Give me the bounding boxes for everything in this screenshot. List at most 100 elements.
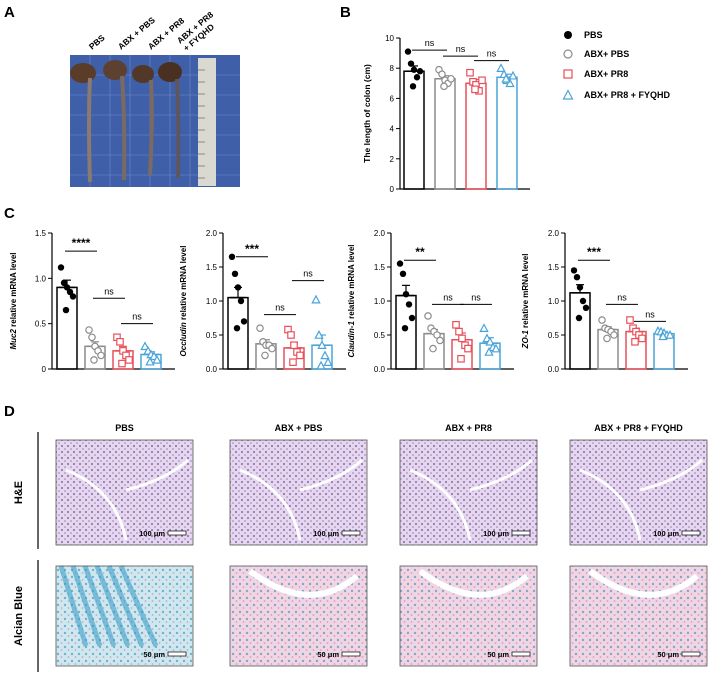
data-point <box>66 288 74 296</box>
significance-label: ns <box>425 38 435 48</box>
panel-letter-b: B <box>340 4 351 21</box>
micrograph: 100 μm <box>399 439 538 546</box>
data-point <box>407 60 415 67</box>
y-tick-label: 4 <box>390 125 395 134</box>
data-point <box>314 330 324 339</box>
y-axis-label-unit: relative mRNA level <box>179 246 188 323</box>
y-axis-label-unit: relative mRNA level <box>347 244 356 321</box>
y-axis-label: Occludin relative mRNA level <box>179 246 188 357</box>
significance-label: ns <box>303 269 313 279</box>
goblet-band <box>106 565 145 647</box>
data-point <box>598 316 606 324</box>
data-point <box>579 297 587 305</box>
panel-letter-c: C <box>4 205 15 222</box>
legend-label: ABX+ PR8 + FYQHD <box>584 90 671 100</box>
bar <box>434 78 456 190</box>
panel-letter-a: A <box>4 4 15 21</box>
y-tick-label: 0.0 <box>374 365 386 374</box>
data-point <box>290 341 298 350</box>
y-axis-label-unit: relative mRNA level <box>521 254 530 331</box>
y-axis-label: Claudin-1 relative mRNA level <box>347 244 356 357</box>
data-point <box>287 331 295 339</box>
y-tick-label: 0.5 <box>548 331 560 340</box>
significance-label: *** <box>245 242 259 256</box>
y-tick-label: 0.0 <box>206 365 218 374</box>
y-tick-label: 0 <box>390 185 395 194</box>
data-point <box>458 334 466 343</box>
data-point <box>237 297 245 305</box>
micrograph: 100 μm <box>569 439 708 546</box>
y-tick-label: 1.5 <box>35 229 47 238</box>
significance-label: ns <box>471 292 481 302</box>
data-point <box>396 260 404 267</box>
legend: PBS ABX+ PBS ABX+ PR8 ABX+ PR8 + FYQHD <box>562 30 671 100</box>
data-point <box>116 338 124 346</box>
data-point <box>69 293 77 300</box>
data-point <box>416 68 424 75</box>
column-title: ABX + PBS <box>275 423 323 433</box>
scale-bar-label: 100 μm <box>313 529 339 538</box>
row-label: Alcian Blue <box>13 586 25 646</box>
data-point <box>562 89 574 100</box>
chart-c4: 0.0 0.5 1.0 1.5 2.0 ZO-1 relative mRNA level *… <box>521 229 688 374</box>
goblet-band <box>118 564 159 648</box>
micrograph: 100 μm <box>229 439 368 546</box>
micrograph-frame <box>55 439 194 546</box>
y-axis-label-unit: relative mRNA level <box>9 252 18 329</box>
data-point <box>610 331 618 339</box>
data-point <box>491 343 501 353</box>
data-point <box>452 321 460 329</box>
data-point <box>228 253 236 260</box>
data-point <box>436 336 444 345</box>
micrograph: 50 μm <box>55 564 194 667</box>
data-point <box>323 357 333 366</box>
data-point <box>88 333 96 342</box>
significance-label: ns <box>443 292 453 302</box>
column-label-line: PBS <box>87 32 107 51</box>
data-point <box>471 85 479 94</box>
significance-label: ns <box>456 44 466 54</box>
significance-label: ns <box>104 286 114 296</box>
data-point <box>311 294 321 304</box>
y-tick-label: 6 <box>390 94 395 103</box>
y-axis-label-gene: Occludin <box>179 322 188 356</box>
data-point <box>62 306 70 314</box>
y-tick-label: 0.5 <box>374 331 386 340</box>
colon-specimens <box>70 60 182 183</box>
panel-d: PBS ABX + PBS ABX + PR8 ABX + PR8 + FYQHD H&… <box>13 423 708 672</box>
lumen-outline <box>409 458 534 541</box>
data-point <box>60 279 68 287</box>
data-point <box>240 318 248 325</box>
data-point <box>233 325 241 332</box>
lumen-outline <box>239 458 364 541</box>
scale-bar <box>511 530 531 536</box>
legend-label: PBS <box>584 30 603 40</box>
data-point <box>563 49 573 59</box>
data-point <box>97 351 105 360</box>
bar <box>465 82 487 190</box>
lumen-outline <box>65 458 190 541</box>
data-point <box>429 344 437 353</box>
data-point <box>234 284 242 291</box>
chart-b: 0 2 4 6 8 10 The length of colon (cm) ns ns ns <box>362 34 530 194</box>
y-tick-label: 2 <box>390 155 395 164</box>
data-point <box>63 284 71 291</box>
bar <box>496 76 518 190</box>
data-point <box>402 291 410 298</box>
y-tick-label: 0 <box>42 365 47 374</box>
lumen-outline <box>579 458 704 541</box>
data-point <box>603 334 611 343</box>
data-point <box>140 341 150 351</box>
chart-c3: 0.0 0.5 1.0 1.5 2.0 Claudin-1 relative mRNA l… <box>347 229 514 374</box>
data-point <box>573 274 581 281</box>
data-point <box>508 70 518 80</box>
y-tick-label: 1.0 <box>206 297 218 306</box>
significance-label: *** <box>587 245 601 259</box>
significance-label: ns <box>645 309 655 319</box>
y-axis-label-gene: Muc2 <box>9 329 18 350</box>
chart-c2: 0.0 0.5 1.0 1.5 2.0 Occludin relative mRNA le… <box>179 229 346 374</box>
y-axis-label-gene: ZO-1 <box>521 330 530 350</box>
data-point <box>399 270 407 277</box>
